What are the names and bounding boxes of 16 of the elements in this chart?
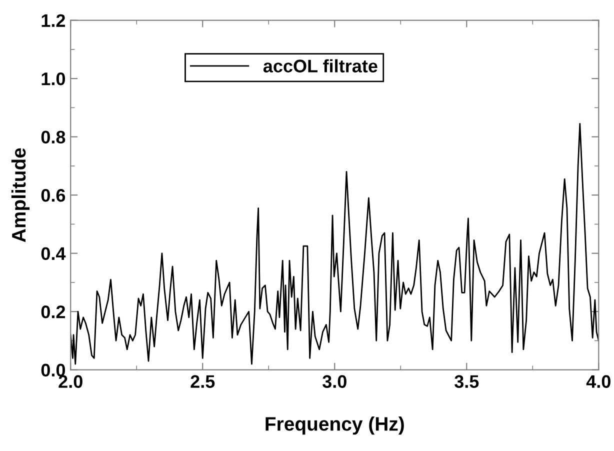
y-tick-label: 0.4 — [41, 247, 66, 260]
legend-label: accOL filtrate — [263, 59, 378, 72]
x-tick-label: 3.5 — [454, 375, 479, 388]
x-tick-label: 3.0 — [322, 375, 346, 388]
y-tick-label: 0.0 — [41, 364, 66, 377]
y-tick-label: 1.2 — [42, 14, 66, 27]
y-tick-label: 0.6 — [41, 188, 66, 202]
line-series — [70, 123, 599, 365]
y-tick-label: 0.8 — [41, 130, 66, 144]
x-axis-title: Frequency (Hz) — [266, 416, 404, 435]
y-tick-label: 0.2 — [41, 306, 66, 318]
x-tick-label: 2.5 — [190, 375, 215, 388]
y-axis-title: Amplitude — [11, 148, 30, 242]
x-tick-label: 2.0 — [58, 375, 82, 388]
y-tick-label: 1.0 — [42, 72, 66, 86]
x-tick-label: 4.0 — [586, 375, 610, 388]
